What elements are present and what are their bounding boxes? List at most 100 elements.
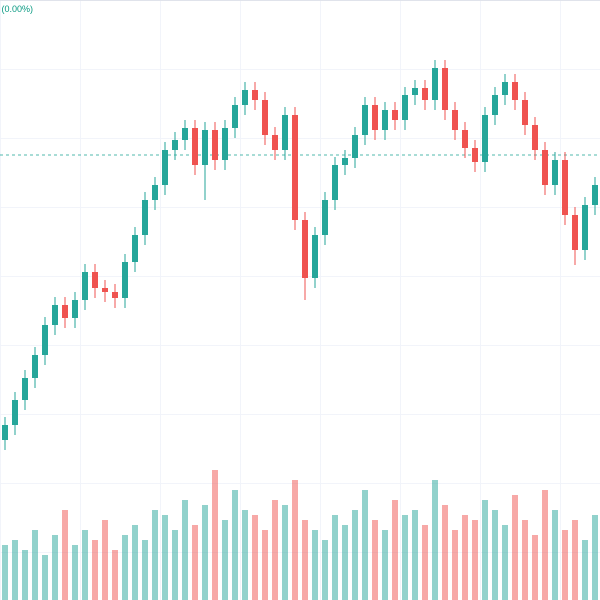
volume-bar	[432, 480, 438, 600]
candle-body	[22, 378, 28, 400]
candle-body	[342, 158, 348, 165]
volume-bar	[562, 530, 568, 600]
candle-body	[272, 135, 278, 150]
candle-body	[232, 105, 238, 128]
candle-body	[462, 130, 468, 148]
candle-body	[322, 200, 328, 235]
candle-body	[582, 205, 588, 250]
volume-bar	[542, 490, 548, 600]
candle-body	[552, 160, 558, 185]
candle-body	[262, 100, 268, 135]
volume-bar	[202, 505, 208, 600]
candle-body	[122, 262, 128, 298]
volume-bar	[522, 520, 528, 600]
volume-bar	[52, 535, 58, 600]
candle-body	[522, 100, 528, 125]
candle-body	[312, 235, 318, 278]
volume-bar	[312, 530, 318, 600]
candle-body	[282, 115, 288, 150]
volume-bar	[102, 520, 108, 600]
volume-bar	[572, 520, 578, 600]
volume-bar	[482, 500, 488, 600]
candle-body	[132, 235, 138, 262]
volume-bar	[472, 520, 478, 600]
volume-bar	[452, 530, 458, 600]
candle-body	[562, 160, 568, 215]
volume-bar	[252, 515, 258, 600]
volume-bar	[42, 555, 48, 600]
candle-body	[202, 130, 208, 165]
candle-body	[72, 300, 78, 318]
volume-bar	[12, 540, 18, 600]
candle-body	[572, 215, 578, 250]
volume-bar	[592, 515, 598, 600]
candle-body	[252, 90, 258, 100]
volume-bar	[172, 530, 178, 600]
volume-bar	[192, 525, 198, 600]
candle-body	[532, 125, 538, 150]
volume-bar	[322, 540, 328, 600]
candle-body	[402, 95, 408, 120]
candle-body	[82, 272, 88, 300]
candle-body	[432, 68, 438, 100]
volume-bar	[342, 525, 348, 600]
candle-body	[62, 305, 68, 318]
volume-bar	[462, 515, 468, 600]
volume-bar	[292, 480, 298, 600]
volume-bar	[132, 525, 138, 600]
volume-bar	[412, 510, 418, 600]
volume-bar	[112, 550, 118, 600]
volume-bar	[492, 510, 498, 600]
candle-body	[302, 220, 308, 278]
volume-bar	[212, 470, 218, 600]
candle-body	[212, 130, 218, 160]
volume-bar	[502, 525, 508, 600]
candle-body	[512, 82, 518, 100]
candle-body	[502, 82, 508, 95]
candle-body	[482, 115, 488, 162]
volume-bar	[512, 495, 518, 600]
candle-body	[222, 128, 228, 160]
change-label: 0 (0.00%)	[0, 4, 33, 14]
candle-body	[472, 148, 478, 162]
volume-bar	[272, 500, 278, 600]
candle-body	[352, 135, 358, 158]
volume-bar	[222, 520, 228, 600]
candle-body	[382, 110, 388, 130]
volume-bar	[372, 520, 378, 600]
volume-bar	[182, 500, 188, 600]
candle-body	[92, 272, 98, 288]
candle-body	[192, 128, 198, 165]
volume-bar	[582, 540, 588, 600]
candle-body	[162, 150, 168, 185]
volume-bar	[72, 545, 78, 600]
candle-body	[442, 68, 448, 110]
volume-bar	[152, 510, 158, 600]
volume-bar	[32, 530, 38, 600]
candle-body	[12, 400, 18, 425]
volume-bar	[232, 490, 238, 600]
volume-bar	[552, 510, 558, 600]
candle-body	[182, 128, 188, 140]
candle-body	[32, 355, 38, 378]
volume-bar	[262, 530, 268, 600]
volume-bar	[142, 540, 148, 600]
candle-body	[102, 288, 108, 292]
volume-bar	[242, 510, 248, 600]
volume-bar	[362, 490, 368, 600]
volume-bar	[332, 515, 338, 600]
candle-body	[422, 88, 428, 100]
candle-body	[542, 150, 548, 185]
candle-body	[362, 105, 368, 135]
volume-bar	[302, 520, 308, 600]
candle-body	[412, 88, 418, 95]
volume-bar	[122, 535, 128, 600]
candle-body	[452, 110, 458, 130]
candle-body	[372, 105, 378, 130]
candle-body	[172, 140, 178, 150]
candle-body	[332, 165, 338, 200]
volume-bar	[442, 505, 448, 600]
volume-bar	[82, 530, 88, 600]
volume-bar	[282, 505, 288, 600]
